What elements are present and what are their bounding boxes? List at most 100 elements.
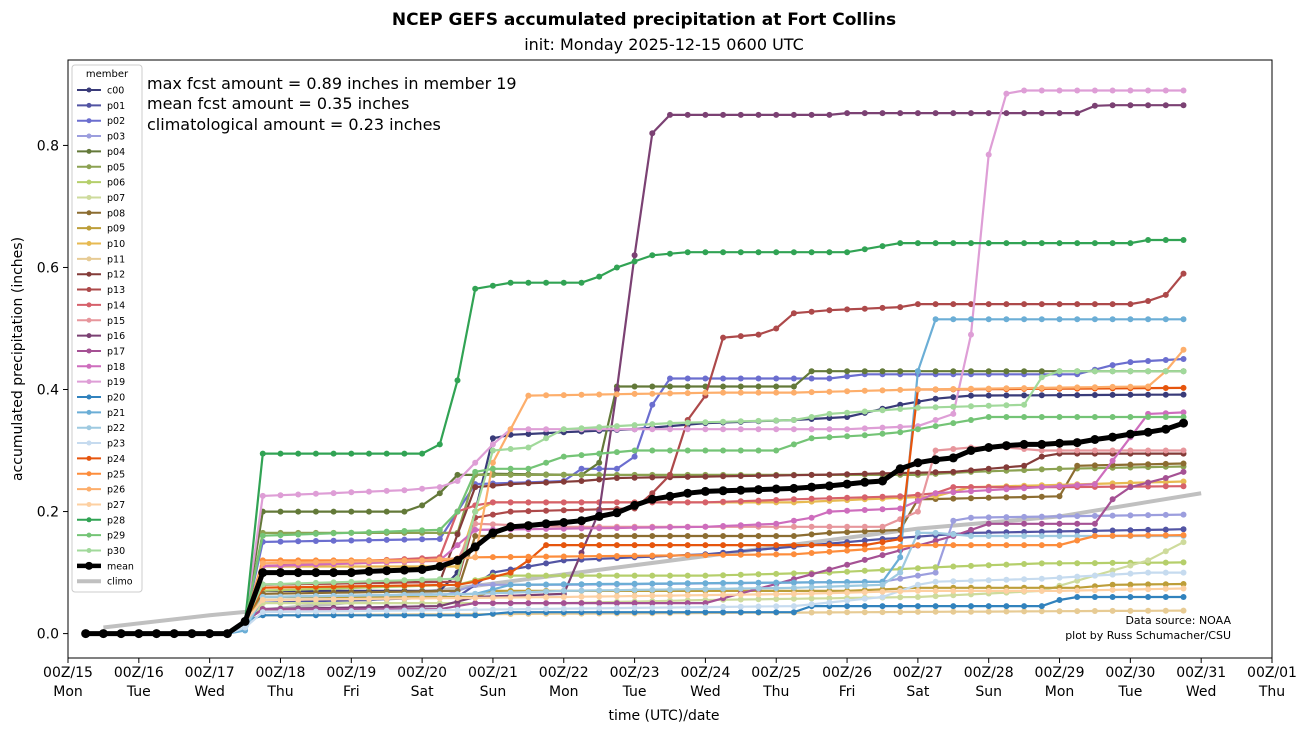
data-point [613,542,620,549]
data-point [489,441,496,448]
legend-item-p10: p10 [77,239,125,250]
data-point [950,446,957,452]
data-point [1180,270,1187,277]
data-point [613,600,620,607]
data-point [259,560,266,567]
data-point [667,390,673,397]
data-point [1091,87,1098,94]
data-point [366,583,372,590]
data-point [507,446,514,452]
data-point [1074,560,1081,567]
data-point [720,383,727,390]
data-point [525,480,532,487]
data-point [790,570,797,577]
data-point [773,570,780,577]
data-point [667,552,673,559]
data-point [1021,561,1028,567]
data-point [1145,368,1152,375]
data-point [578,452,585,459]
data-point [702,389,709,396]
data-point [790,609,797,616]
data-point [1056,608,1063,615]
data-point [755,383,762,390]
data-point [1145,391,1152,398]
data-point [720,591,727,598]
data-point [808,542,815,549]
data-point [631,453,638,460]
data-point [1037,439,1047,449]
data-point [932,386,939,393]
x-tick-label: 00Z/22 [539,665,589,681]
data-point [1021,301,1028,308]
data-point [543,435,550,442]
data-point [613,587,620,594]
data-point [914,572,921,579]
data-point [844,609,851,616]
data-point [808,414,815,420]
data-point [1072,438,1082,448]
data-point [295,580,302,587]
legend-label: p13 [107,285,125,296]
x-tick-day: Wed [1186,684,1217,700]
x-tick-label: 00Z/19 [326,665,376,681]
data-point [649,552,656,559]
data-point [631,426,638,433]
x-tick-label: 00Z/30 [1105,665,1155,681]
x-axis-label: time (UTC)/date [608,708,719,724]
y-axis-label: accumulated precipitation (inches) [10,237,26,481]
data-point [968,110,974,117]
data-point [649,426,656,433]
legend-item-p17: p17 [77,346,125,357]
data-point [1180,409,1187,416]
legend-marker [86,348,92,354]
data-point [276,568,285,578]
data-point [1021,520,1028,527]
data-point [1056,513,1063,520]
data-point [718,486,728,496]
data-point [932,240,939,247]
data-point [649,572,656,579]
data-point [737,522,744,529]
data-point [152,629,161,639]
data-point [897,505,904,512]
data-point [649,604,656,611]
data-point [1109,559,1116,566]
data-point [330,608,337,615]
data-point [649,600,656,607]
data-point [1056,520,1063,527]
data-point [258,568,268,578]
data-point [773,596,780,602]
data-point [985,514,992,521]
data-point [647,494,657,504]
data-point [914,565,921,572]
data-point [649,580,656,587]
data-point [259,532,266,539]
data-point [312,538,319,544]
data-point [1179,418,1188,428]
data-point [720,418,727,425]
data-point [419,612,426,619]
data-point [1127,316,1134,323]
data-point [720,249,727,256]
legend-item-p14: p14 [77,300,125,311]
data-point [543,542,550,549]
data-point [844,433,851,440]
data-point [844,414,851,420]
data-point [1003,520,1010,527]
series-p23 [82,569,1187,637]
legend-box [71,64,143,593]
data-point [419,450,426,457]
data-point [1038,453,1045,460]
data-point [1021,542,1028,549]
data-point [543,479,550,486]
data-point [613,475,620,481]
data-point [667,604,673,611]
data-point [1127,301,1134,308]
data-point [861,609,868,616]
data-point [667,609,673,616]
data-point [1038,520,1045,527]
data-point [259,596,266,603]
data-point [737,447,744,454]
data-point [1108,432,1118,442]
data-point [489,594,496,601]
